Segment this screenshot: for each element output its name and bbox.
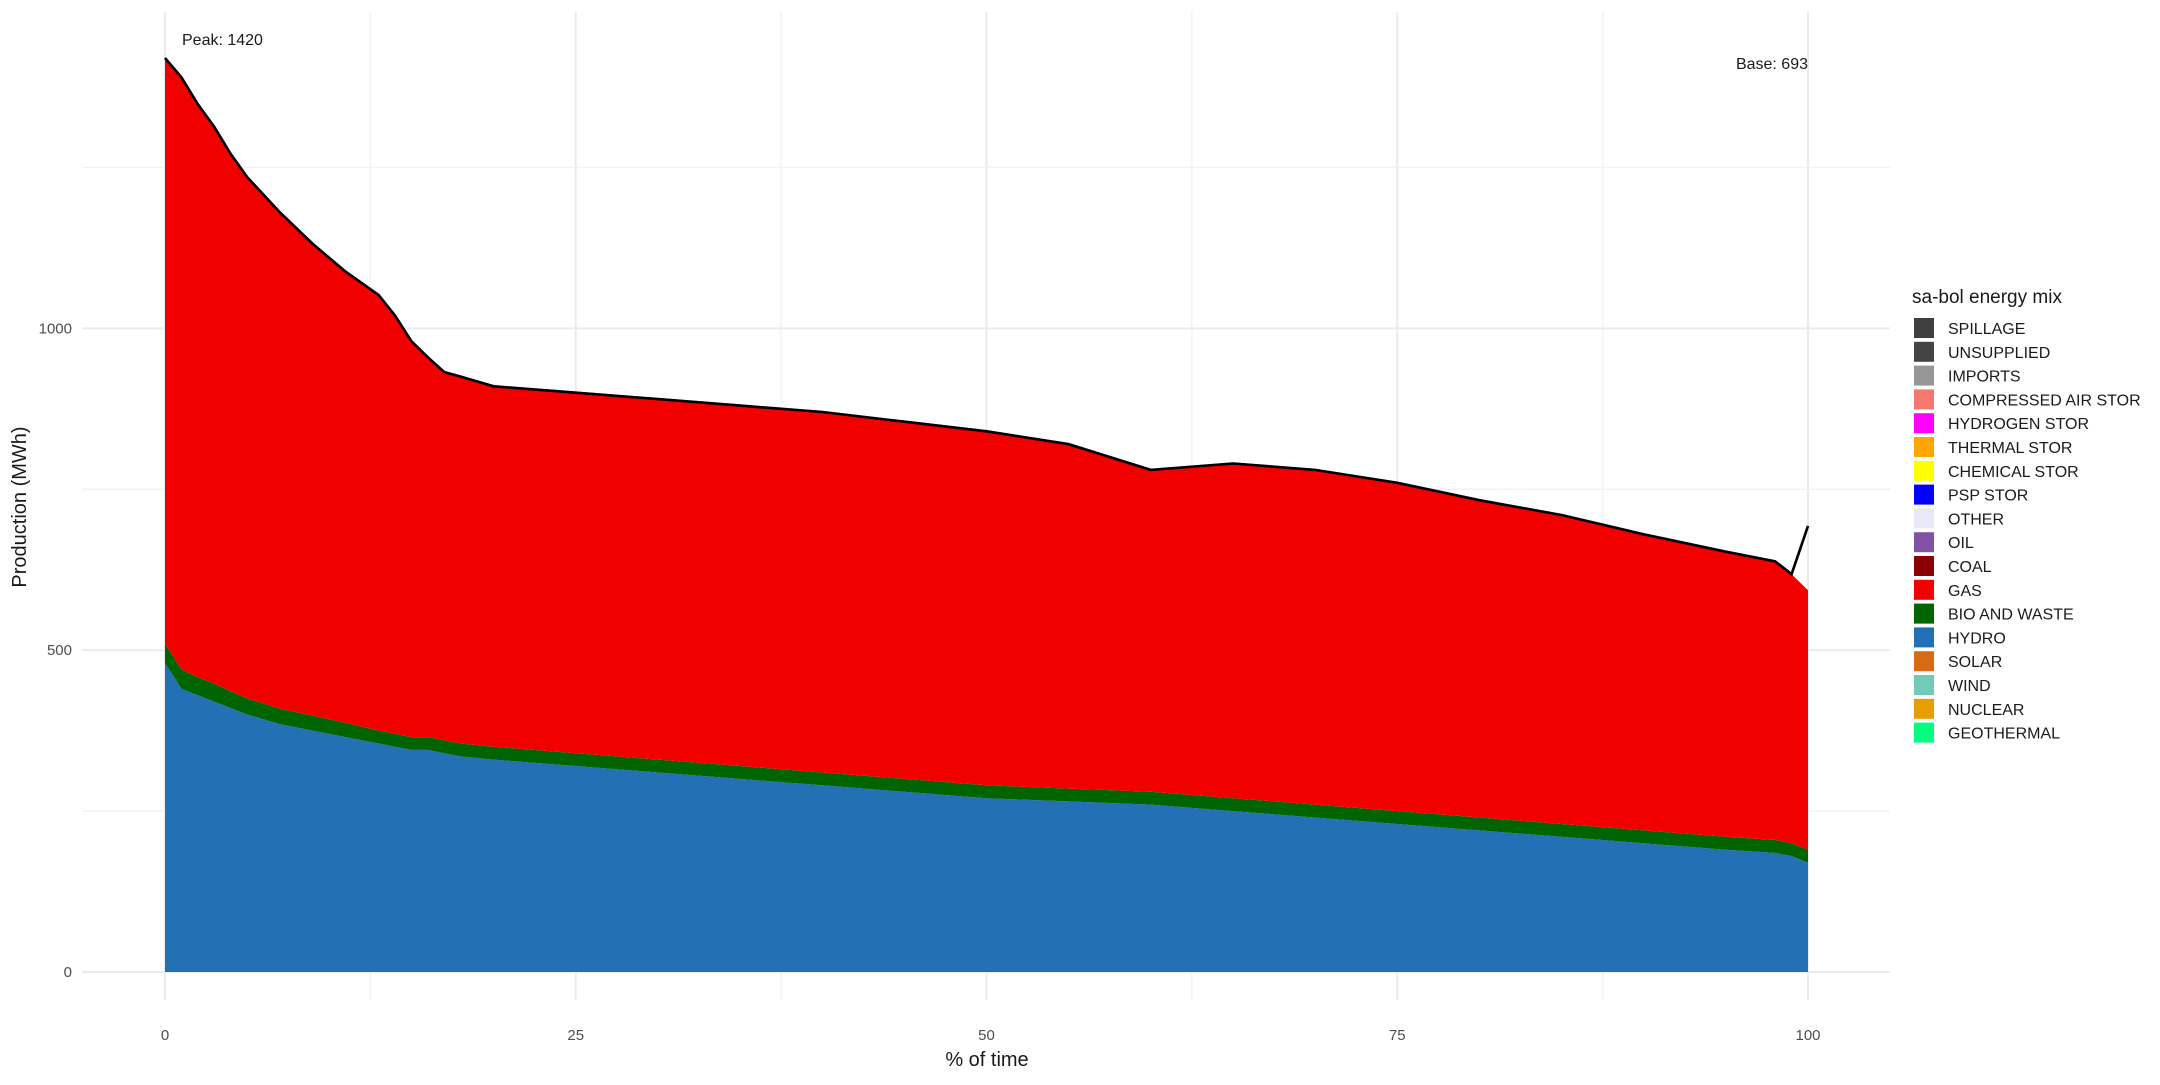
legend-swatch-unsupplied bbox=[1914, 341, 1934, 362]
y-tick-label: 500 bbox=[47, 642, 72, 659]
legend-swatch-coal bbox=[1914, 556, 1934, 576]
area-hydro bbox=[165, 663, 1808, 972]
legend-swatch-thermal-stor bbox=[1914, 437, 1934, 457]
legend-swatch-wind bbox=[1914, 675, 1934, 695]
legend-label: GAS bbox=[1948, 583, 1982, 600]
x-tick-label: 25 bbox=[567, 1027, 584, 1044]
legend-label: OIL bbox=[1948, 535, 1974, 552]
legend-swatch-compressed-air-stor bbox=[1914, 389, 1934, 410]
y-tick-label: 0 bbox=[64, 964, 72, 981]
legend-swatch-gas bbox=[1914, 579, 1934, 600]
legend-label: NUCLEAR bbox=[1948, 702, 2024, 719]
peak-annotation: Peak: 1420 bbox=[182, 32, 263, 49]
x-tick-label: 50 bbox=[978, 1027, 995, 1044]
legend-label: THERMAL STOR bbox=[1948, 440, 2072, 457]
legend-swatch-solar bbox=[1914, 651, 1934, 672]
legend-label: PSP STOR bbox=[1948, 488, 2028, 505]
area-bio-and-waste bbox=[165, 643, 1808, 863]
legend-swatch-spillage bbox=[1914, 318, 1934, 338]
total-line bbox=[164, 57, 1810, 577]
legend-label: IMPORTS bbox=[1948, 369, 2021, 386]
legend-swatch-oil bbox=[1914, 532, 1934, 553]
legend-title: sa-bol energy mix bbox=[1912, 287, 2062, 308]
legend-swatch-psp-stor bbox=[1914, 484, 1934, 505]
x-tick-label: 100 bbox=[1795, 1027, 1820, 1044]
legend: SPILLAGE UNSUPPLIED IMPORTS COMPRESSED AIR … bbox=[1914, 318, 2141, 743]
total-load-line bbox=[164, 57, 1810, 577]
legend-label: SPILLAGE bbox=[1948, 321, 2025, 338]
stacked-areas bbox=[165, 58, 1808, 972]
legend-label: HYDRO bbox=[1948, 630, 2006, 647]
legend-label: CHEMICAL STOR bbox=[1948, 464, 2079, 481]
legend-label: OTHER bbox=[1948, 511, 2004, 528]
legend-label: COAL bbox=[1948, 559, 1992, 576]
x-tick-label: 75 bbox=[1389, 1027, 1406, 1044]
legend-label: WIND bbox=[1948, 678, 1991, 695]
legend-swatch-other bbox=[1914, 508, 1934, 529]
legend-label: HYDROGEN STOR bbox=[1948, 416, 2089, 433]
legend-swatch-imports bbox=[1914, 365, 1934, 386]
x-axis-title: % of time bbox=[945, 1049, 1028, 1071]
legend-label: UNSUPPLIED bbox=[1948, 345, 2050, 362]
legend-swatch-hydrogen-stor bbox=[1914, 413, 1934, 434]
legend-label: SOLAR bbox=[1948, 654, 2002, 671]
y-axis-title: Production (MWh) bbox=[9, 426, 31, 587]
legend-swatch-geothermal bbox=[1914, 722, 1934, 743]
x-tick-label: 0 bbox=[161, 1027, 169, 1044]
legend-label: COMPRESSED AIR STOR bbox=[1948, 392, 2141, 409]
legend-label: BIO AND WASTE bbox=[1948, 607, 2074, 624]
legend-swatch-bio-and-waste bbox=[1914, 603, 1934, 624]
y-tick-label: 1000 bbox=[39, 320, 72, 337]
legend-swatch-nuclear bbox=[1914, 698, 1934, 719]
area-gas bbox=[165, 58, 1808, 850]
base-annotation: Base: 693 bbox=[1736, 56, 1808, 73]
legend-label: GEOTHERMAL bbox=[1948, 726, 2060, 743]
legend-swatch-hydro bbox=[1914, 627, 1934, 648]
legend-swatch-chemical-stor bbox=[1914, 460, 1934, 481]
